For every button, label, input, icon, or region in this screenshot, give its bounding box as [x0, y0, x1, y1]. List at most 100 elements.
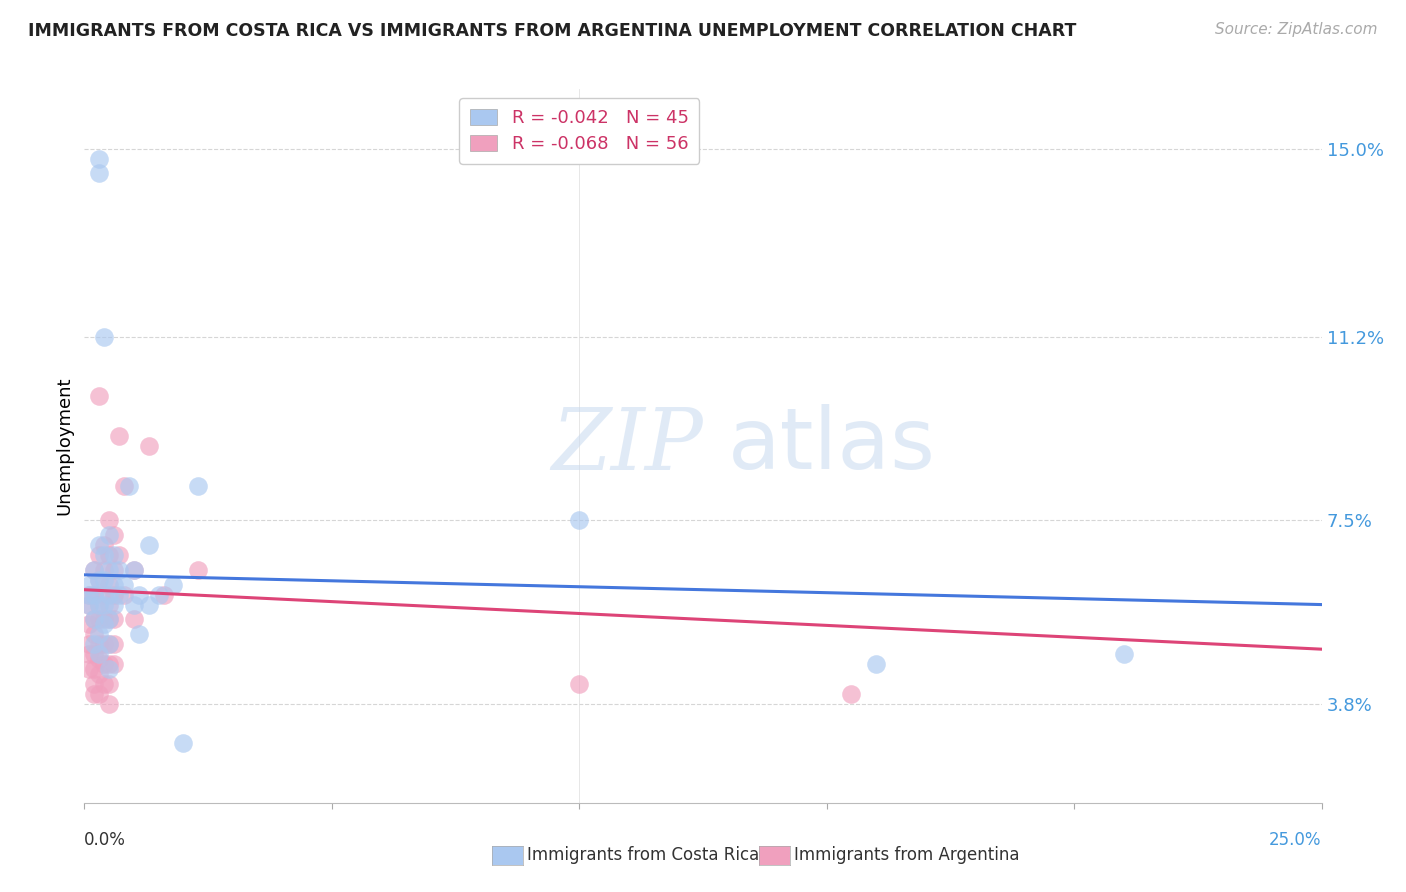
Point: [108, 429, 131, 443]
Point: [865, 657, 887, 671]
Point: [568, 513, 591, 527]
Y-axis label: Unemployment: Unemployment: [55, 376, 73, 516]
Point: [108, 588, 131, 602]
Point: [98, 528, 121, 542]
Point: [83, 612, 105, 626]
Point: [98, 612, 121, 626]
Point: [89, 652, 111, 666]
Point: [1112, 647, 1135, 661]
Point: [83, 647, 105, 661]
Point: [98, 662, 121, 676]
Point: [89, 538, 111, 552]
Point: [89, 598, 111, 612]
Text: IMMIGRANTS FROM COSTA RICA VS IMMIGRANTS FROM ARGENTINA UNEMPLOYMENT CORRELATION: IMMIGRANTS FROM COSTA RICA VS IMMIGRANTS…: [28, 22, 1077, 40]
Point: [103, 612, 125, 626]
Point: [83, 612, 105, 626]
Point: [89, 612, 111, 626]
Point: [83, 588, 105, 602]
Point: [89, 627, 111, 641]
Point: [83, 677, 105, 691]
Point: [89, 548, 111, 562]
Point: [89, 152, 111, 166]
Point: [89, 637, 111, 651]
Text: 25.0%: 25.0%: [1270, 831, 1322, 849]
Point: [93, 330, 115, 344]
Point: [83, 627, 105, 641]
Text: ZIP: ZIP: [551, 405, 703, 487]
Point: [172, 736, 194, 750]
Point: [152, 588, 174, 602]
Point: [98, 637, 121, 651]
Point: [103, 588, 125, 602]
Point: [93, 612, 115, 626]
Point: [79, 578, 101, 592]
Text: 0.0%: 0.0%: [84, 831, 127, 849]
Point: [98, 563, 121, 577]
Point: [89, 166, 111, 180]
Point: [98, 677, 121, 691]
Text: Immigrants from Costa Rica: Immigrants from Costa Rica: [527, 846, 759, 863]
Point: [83, 563, 105, 577]
Point: [93, 617, 115, 632]
Point: [148, 588, 170, 602]
Point: [108, 563, 131, 577]
Point: [98, 657, 121, 671]
Point: [93, 657, 115, 671]
Legend: R = -0.042   N = 45, R = -0.068   N = 56: R = -0.042 N = 45, R = -0.068 N = 56: [460, 98, 699, 163]
Text: Immigrants from Argentina: Immigrants from Argentina: [794, 846, 1019, 863]
Point: [103, 563, 125, 577]
Point: [79, 588, 101, 602]
Point: [83, 662, 105, 676]
Point: [98, 598, 121, 612]
Point: [108, 548, 131, 562]
Point: [98, 578, 121, 592]
Point: [79, 598, 101, 612]
Point: [93, 637, 115, 651]
Point: [79, 647, 101, 661]
Point: [187, 563, 209, 577]
Point: [112, 588, 135, 602]
Point: [89, 598, 111, 612]
Point: [83, 637, 105, 651]
Point: [103, 548, 125, 562]
Text: atlas: atlas: [728, 404, 936, 488]
Point: [98, 697, 121, 711]
Point: [89, 687, 111, 701]
Point: [98, 548, 121, 562]
Point: [79, 617, 101, 632]
Point: [83, 588, 105, 602]
Point: [79, 598, 101, 612]
Point: [98, 612, 121, 626]
Point: [98, 513, 121, 527]
Point: [79, 637, 101, 651]
Point: [162, 578, 184, 592]
Point: [98, 637, 121, 651]
Point: [122, 598, 145, 612]
Point: [93, 548, 115, 562]
Text: Source: ZipAtlas.com: Source: ZipAtlas.com: [1215, 22, 1378, 37]
Point: [841, 687, 863, 701]
Point: [122, 612, 145, 626]
Point: [89, 389, 111, 403]
Point: [122, 563, 145, 577]
Point: [103, 528, 125, 542]
Point: [89, 647, 111, 661]
Point: [83, 563, 105, 577]
Point: [122, 563, 145, 577]
Point: [93, 588, 115, 602]
Point: [89, 573, 111, 587]
Point: [93, 538, 115, 552]
Point: [83, 687, 105, 701]
Point: [93, 677, 115, 691]
Point: [93, 598, 115, 612]
Point: [103, 657, 125, 671]
Point: [138, 598, 160, 612]
Point: [89, 667, 111, 681]
Point: [138, 439, 160, 453]
Point: [128, 588, 150, 602]
Point: [79, 588, 101, 602]
Point: [93, 573, 115, 587]
Point: [128, 627, 150, 641]
Point: [118, 478, 141, 492]
Point: [103, 598, 125, 612]
